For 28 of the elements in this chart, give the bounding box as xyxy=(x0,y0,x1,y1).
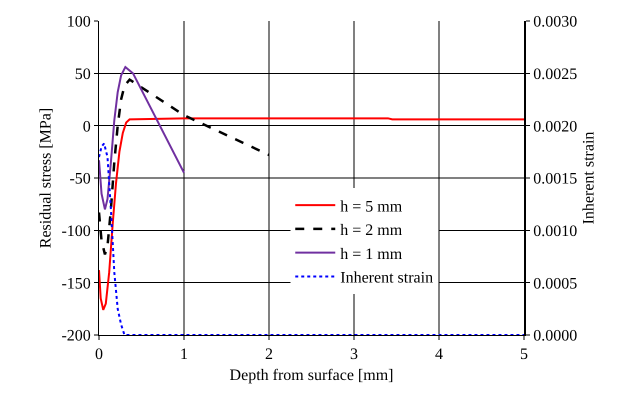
x-axis-title: Depth from surface [mm] xyxy=(230,366,394,384)
legend-label: h = 2 mm xyxy=(340,222,403,240)
x-tick-label: 3 xyxy=(350,346,358,364)
y2-tick-label: 0.0000 xyxy=(533,328,578,345)
y-tick-label: -50 xyxy=(69,170,91,188)
y2-tick-label: 0.0005 xyxy=(533,275,578,292)
y2-tick-label: 0.0030 xyxy=(533,14,578,31)
line-series xyxy=(99,66,185,210)
y2-tick-label: 0.0010 xyxy=(533,222,578,240)
x-tick-label: 4 xyxy=(435,346,443,364)
y-tick-label: 50 xyxy=(74,66,91,83)
legend-label: h = 5 mm xyxy=(340,198,403,216)
legend-label: Inherent strain xyxy=(340,270,434,287)
y2-tick-label: 0.0015 xyxy=(533,170,578,188)
y2-axis-title: Inherent strain xyxy=(580,132,598,224)
y-tick-label: -150 xyxy=(61,275,91,292)
x-tick-label: 5 xyxy=(520,346,528,364)
x-tick-label: 0 xyxy=(95,346,103,364)
y-tick-label: -200 xyxy=(61,328,91,345)
y2-tick-label: 0.0025 xyxy=(533,66,578,83)
y-tick-label: 100 xyxy=(66,14,91,31)
legend-label: h = 1 mm xyxy=(340,246,403,263)
y-axis-title: Residual stress [MPa] xyxy=(37,108,54,248)
x-tick-label: 2 xyxy=(265,346,273,364)
y-tick-label: -100 xyxy=(61,222,91,240)
y-tick-label: 0 xyxy=(82,118,91,136)
x-tick-label: 1 xyxy=(180,346,188,364)
y2-tick-label: 0.0020 xyxy=(533,118,578,136)
